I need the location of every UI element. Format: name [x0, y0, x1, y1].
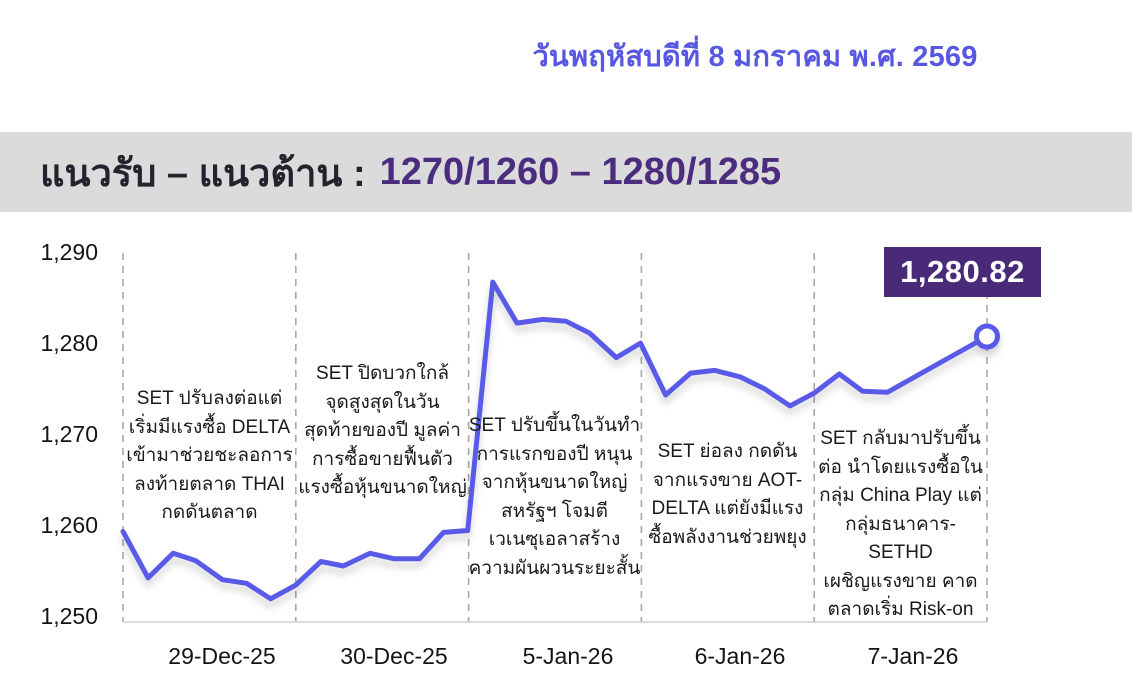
x-tick-6-jan: 6-Jan-26 — [694, 643, 786, 669]
x-tick-7-jan: 7-Jan-26 — [867, 643, 959, 669]
last-point-marker — [974, 323, 1000, 350]
banner-levels-value: 1270/1260 – 1280/1285 — [379, 150, 782, 193]
banner-label: แนวรับ – แนวต้าน : — [40, 152, 366, 195]
annotation-29-dec: SET ปรับลงต่อแต่ เริ่มมีแรงซื้อ DELTA เข… — [126, 388, 293, 523]
annotation-7-jan: SET กลับมาปรับขึ้น ต่อ นำโดยแรงซื้อใน กล… — [818, 428, 983, 620]
annotation-30-dec: SET ปิดบวกใกล้ จุดสูงสุดในวัน สุดท้ายของ… — [298, 363, 467, 498]
annotation-6-jan: SET ย่อลง กดดัน จากแรงขาย AOT- DELTA แต่… — [648, 441, 807, 548]
y-tick-1280: 1,280 — [40, 330, 98, 356]
y-tick-1270: 1,270 — [40, 421, 98, 447]
day-boundary-gridlines — [122, 253, 988, 622]
y-tick-1260: 1,260 — [40, 512, 98, 538]
x-tick-5-jan: 5-Jan-26 — [522, 643, 614, 669]
x-tick-30-dec: 30-Dec-25 — [340, 643, 448, 669]
y-tick-1250: 1,250 — [40, 603, 98, 629]
report-date: วันพฤหัสบดีที่ 8 มกราคม พ.ศ. 2569 — [532, 41, 978, 73]
annotation-5-jan: SET ปรับขึ้นในวันทำ การแรกของปี หนุน จาก… — [468, 415, 641, 579]
last-value-callout: 1,280.82 — [884, 247, 1041, 297]
y-tick-1290: 1,290 — [40, 239, 98, 265]
support-resistance-banner: แนวรับ – แนวต้าน : 1270/1260 – 1280/1285 — [0, 132, 1132, 212]
price-line-series — [120, 279, 1000, 602]
x-tick-29-dec: 29-Dec-25 — [168, 643, 276, 669]
price-line — [120, 279, 990, 602]
